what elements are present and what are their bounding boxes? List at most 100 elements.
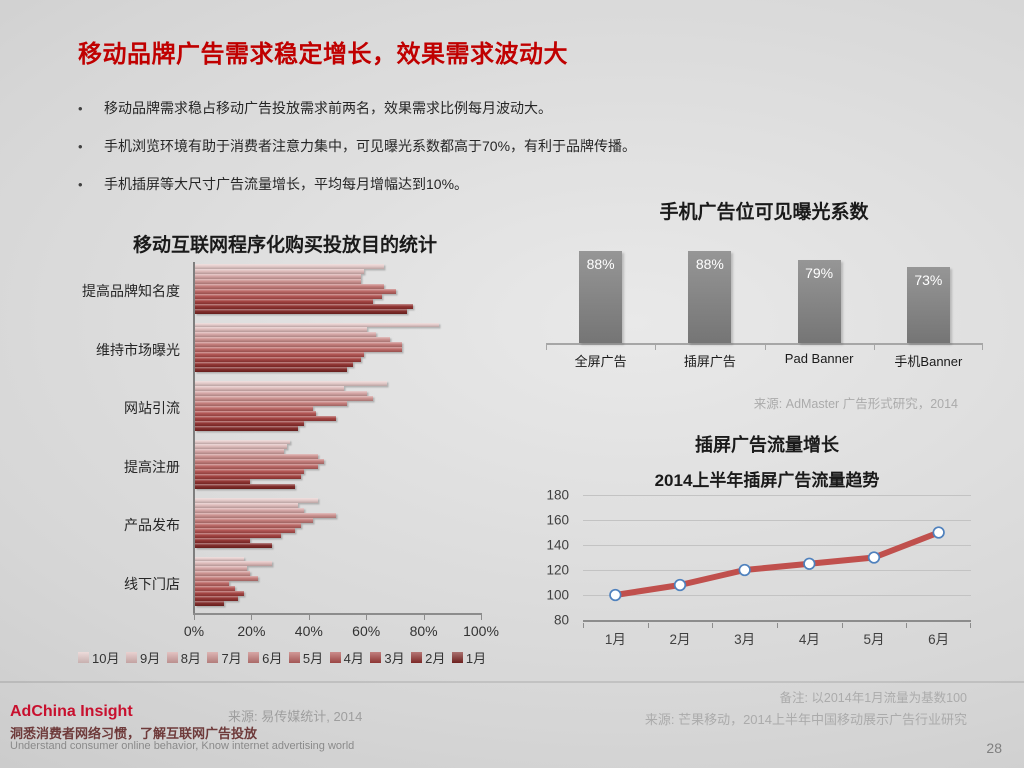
purpose-chart-x-axis-line xyxy=(193,613,482,615)
legend-item: 6月 xyxy=(248,648,282,667)
x-tick-label: 40% xyxy=(294,623,323,639)
legend-swatch xyxy=(370,652,382,663)
legend-label: 1月 xyxy=(465,651,487,666)
column-bar: 88% xyxy=(579,251,623,343)
legend-label: 6月 xyxy=(262,651,283,666)
x-tick xyxy=(712,623,714,628)
bar-10月 xyxy=(195,556,244,562)
legend-item: 1月 xyxy=(451,648,487,667)
category-label: 手机Banner xyxy=(894,354,963,369)
legend-item: 9月 xyxy=(125,648,160,667)
x-tick xyxy=(546,345,547,350)
purpose-chart-title: 移动互联网程序化购买投放目的统计 xyxy=(132,235,437,256)
x-tick xyxy=(423,615,425,620)
legend-swatch xyxy=(166,652,178,663)
bar-8月 xyxy=(195,449,284,455)
bar-2月 xyxy=(195,596,239,602)
exposure-chart-title: 手机广告位可见曝光系数 xyxy=(659,202,869,223)
bar-5月 xyxy=(195,464,319,470)
bar-7月 xyxy=(195,395,373,401)
purpose-chart-xaxis: 0% 20% 40% 60% 80% 100% xyxy=(184,613,499,643)
legend-swatch xyxy=(288,652,300,663)
traffic-chart-title: 插屏广告流量增长 xyxy=(695,435,839,455)
x-tick-label: 6月 xyxy=(928,632,950,647)
bar-9月 xyxy=(195,385,345,391)
purpose-chart-source: 来源: 易传媒统计, 2014 xyxy=(228,709,363,724)
bar-4月 xyxy=(195,586,236,592)
bar-5月 xyxy=(195,405,313,411)
x-tick xyxy=(251,615,253,620)
page-number: 28 xyxy=(986,740,1002,756)
traffic-line-series xyxy=(609,526,945,602)
legend-label: 7月 xyxy=(221,651,242,666)
bar-6月 xyxy=(195,576,259,582)
x-tick-label: 0% xyxy=(183,623,205,639)
x-tick xyxy=(481,615,482,620)
bar-1月 xyxy=(195,367,348,373)
line-path xyxy=(614,529,940,598)
bar-8月 xyxy=(195,566,247,572)
bar-1月 xyxy=(195,601,224,607)
legend-label: 4月 xyxy=(343,651,364,666)
exposure-chart-categories: 全屏广告 插屏广告 Pad Banner 手机Banner xyxy=(546,351,983,369)
bar-1月 xyxy=(195,425,299,431)
bar-3月 xyxy=(195,357,362,363)
legend-swatch xyxy=(125,652,137,663)
category-label: 提高品牌知名度 xyxy=(82,283,180,300)
bar-4月 xyxy=(195,293,382,299)
legend-item: 3月 xyxy=(370,648,405,667)
category-label: 网站引流 xyxy=(124,400,180,417)
bar-4月 xyxy=(195,527,296,533)
x-tick xyxy=(777,623,778,628)
x-tick-label: 3月 xyxy=(734,632,756,647)
x-tick-label: 4月 xyxy=(798,632,820,647)
x-tick xyxy=(366,615,368,620)
x-tick-label: 80% xyxy=(409,623,438,639)
bar-9月 xyxy=(195,268,365,274)
category-label: 产品发布 xyxy=(124,517,180,534)
brand-tagline-zh: 洞悉消费者网络习惯，了解互联网广告投放 xyxy=(10,726,258,741)
legend-item: 5月 xyxy=(288,648,323,667)
bar-5月 xyxy=(195,522,302,528)
x-tick xyxy=(194,615,195,620)
column-bar: 79% xyxy=(797,260,841,343)
bar-10月 xyxy=(195,322,439,328)
legend-item: 2月 xyxy=(411,648,445,667)
bar-9月 xyxy=(195,502,299,508)
y-tick-label: 100 xyxy=(546,587,569,603)
bar-8月 xyxy=(195,273,362,279)
y-tick-label: 160 xyxy=(546,512,569,528)
x-tick-label: 5月 xyxy=(863,632,885,647)
category-label: 提高注册 xyxy=(124,458,180,475)
x-tick xyxy=(655,345,657,350)
legend-item: 8月 xyxy=(166,648,201,667)
bar-4月 xyxy=(195,469,305,475)
purpose-chart-categories: 提高品牌知名度 维持市场曝光 网站引流 提高注册 产品发布 线下门店 xyxy=(56,262,186,613)
y-tick-label: 140 xyxy=(546,537,569,553)
bar-3月 xyxy=(195,298,373,304)
bullet-item: 移动品牌需求稳占移动广告投放需求前两名，效果需求比例每月波动大。 xyxy=(76,101,796,117)
x-tick xyxy=(583,623,584,628)
bar-4月 xyxy=(195,352,365,358)
x-tick xyxy=(982,345,983,350)
bar-group xyxy=(195,496,482,555)
purpose-chart-legend: 10月 9月 8月 7月 6月 5月 4月 3月 2月 1月 xyxy=(78,648,508,667)
bar-6月 xyxy=(195,459,325,465)
bar-3月 xyxy=(195,591,244,597)
bar-9月 xyxy=(195,444,287,450)
data-point-marker xyxy=(867,551,881,564)
bar-1月 xyxy=(195,484,296,490)
column-bar: 73% xyxy=(906,267,950,343)
category-label: 插屏广告 xyxy=(683,354,736,369)
data-point-marker xyxy=(673,578,687,592)
bar-6月 xyxy=(195,400,348,406)
bar-10月 xyxy=(195,498,319,503)
page-title: 移动品牌广告需求稳定增长，效果需求波动大 xyxy=(78,41,568,68)
bar-value-label: 88% xyxy=(586,256,615,272)
bar-2月 xyxy=(195,420,305,426)
bar-2月 xyxy=(195,303,414,309)
legend-swatch xyxy=(451,652,463,663)
brand-logo-text: AdChina Insight xyxy=(10,703,133,720)
column-bar: 88% xyxy=(688,251,732,343)
